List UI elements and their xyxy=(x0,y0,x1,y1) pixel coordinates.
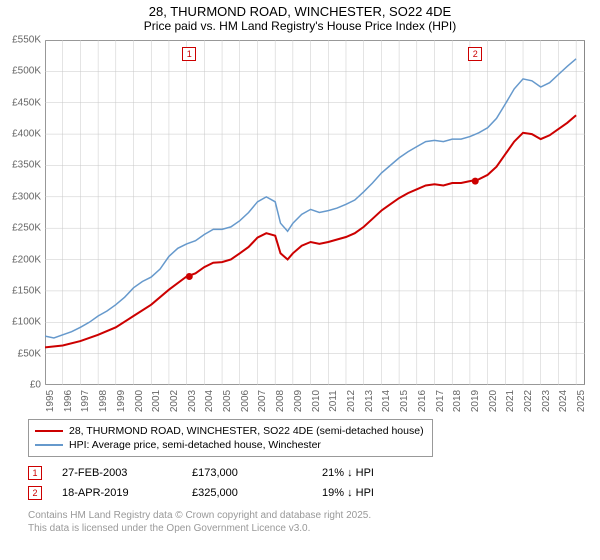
x-tick-label: 2011 xyxy=(328,390,339,412)
x-axis: 1995 1996 1997 1998 1999 2000 2001 2002 2003 2004… xyxy=(45,387,585,415)
legend: 28, THURMOND ROAD, WINCHESTER, SO22 4DE … xyxy=(28,419,433,457)
x-tick-label: 2025 xyxy=(576,390,587,412)
x-tick-label: 2000 xyxy=(134,390,145,412)
x-tick-label: 2010 xyxy=(311,390,322,412)
y-tick-label: £100K xyxy=(12,317,41,328)
x-tick-label: 1995 xyxy=(45,390,56,412)
x-tick-label: 2016 xyxy=(417,390,428,412)
chart-area: £0 £50K £100K £150K £200K £250K £300K £350K £400… xyxy=(5,35,595,415)
x-tick-label: 2015 xyxy=(399,390,410,412)
y-tick-label: £150K xyxy=(12,285,41,296)
x-tick-label: 2018 xyxy=(452,390,463,412)
y-tick-label: £200K xyxy=(12,254,41,265)
x-tick-label: 2024 xyxy=(558,390,569,412)
x-tick-label: 2022 xyxy=(523,390,534,412)
annotation-row: 127-FEB-2003£173,00021% ↓ HPI xyxy=(28,463,600,483)
footer-line-2: This data is licensed under the Open Gov… xyxy=(28,522,600,535)
legend-item: HPI: Average price, semi-detached house,… xyxy=(35,438,424,452)
x-tick-label: 2004 xyxy=(204,390,215,412)
x-tick-label: 2017 xyxy=(435,390,446,412)
x-tick-label: 2021 xyxy=(505,390,516,412)
annotation-table: 127-FEB-2003£173,00021% ↓ HPI218-APR-201… xyxy=(28,463,600,503)
chart-subtitle: Price paid vs. HM Land Registry's House … xyxy=(0,19,600,35)
y-tick-label: £350K xyxy=(12,160,41,171)
x-tick-label: 1996 xyxy=(63,390,74,412)
x-tick-label: 1999 xyxy=(116,390,127,412)
annotation-row: 218-APR-2019£325,00019% ↓ HPI xyxy=(28,483,600,503)
x-tick-label: 1997 xyxy=(80,390,91,412)
x-tick-label: 2008 xyxy=(275,390,286,412)
chart-marker-2: 2 xyxy=(468,47,482,61)
x-tick-label: 2005 xyxy=(222,390,233,412)
y-axis: £0£50K£100K£150K£200K£250K£300K£350K£400… xyxy=(5,40,43,385)
y-tick-label: £0 xyxy=(30,380,41,391)
x-tick-label: 2023 xyxy=(541,390,552,412)
x-tick-label: 2002 xyxy=(169,390,180,412)
y-tick-label: £50K xyxy=(18,348,41,359)
x-tick-label: 2019 xyxy=(470,390,481,412)
x-tick-label: 2020 xyxy=(488,390,499,412)
x-tick-label: 2014 xyxy=(381,390,392,412)
x-tick-label: 1998 xyxy=(98,390,109,412)
x-tick-label: 2012 xyxy=(346,390,357,412)
chart-marker-1: 1 xyxy=(182,47,196,61)
footer: Contains HM Land Registry data © Crown c… xyxy=(28,509,600,535)
x-tick-label: 2003 xyxy=(187,390,198,412)
y-tick-label: £450K xyxy=(12,97,41,108)
x-tick-label: 2001 xyxy=(151,390,162,412)
y-tick-label: £300K xyxy=(12,191,41,202)
y-tick-label: £500K xyxy=(12,66,41,77)
x-tick-label: 2007 xyxy=(257,390,268,412)
legend-item: 28, THURMOND ROAD, WINCHESTER, SO22 4DE … xyxy=(35,424,424,438)
footer-line-1: Contains HM Land Registry data © Crown c… xyxy=(28,509,600,522)
x-tick-label: 2006 xyxy=(240,390,251,412)
y-tick-label: £250K xyxy=(12,223,41,234)
plot-svg xyxy=(45,40,585,385)
x-tick-label: 2013 xyxy=(364,390,375,412)
y-tick-label: £550K xyxy=(12,35,41,46)
chart-title: 28, THURMOND ROAD, WINCHESTER, SO22 4DE xyxy=(0,0,600,19)
y-tick-label: £400K xyxy=(12,129,41,140)
x-tick-label: 2009 xyxy=(293,390,304,412)
